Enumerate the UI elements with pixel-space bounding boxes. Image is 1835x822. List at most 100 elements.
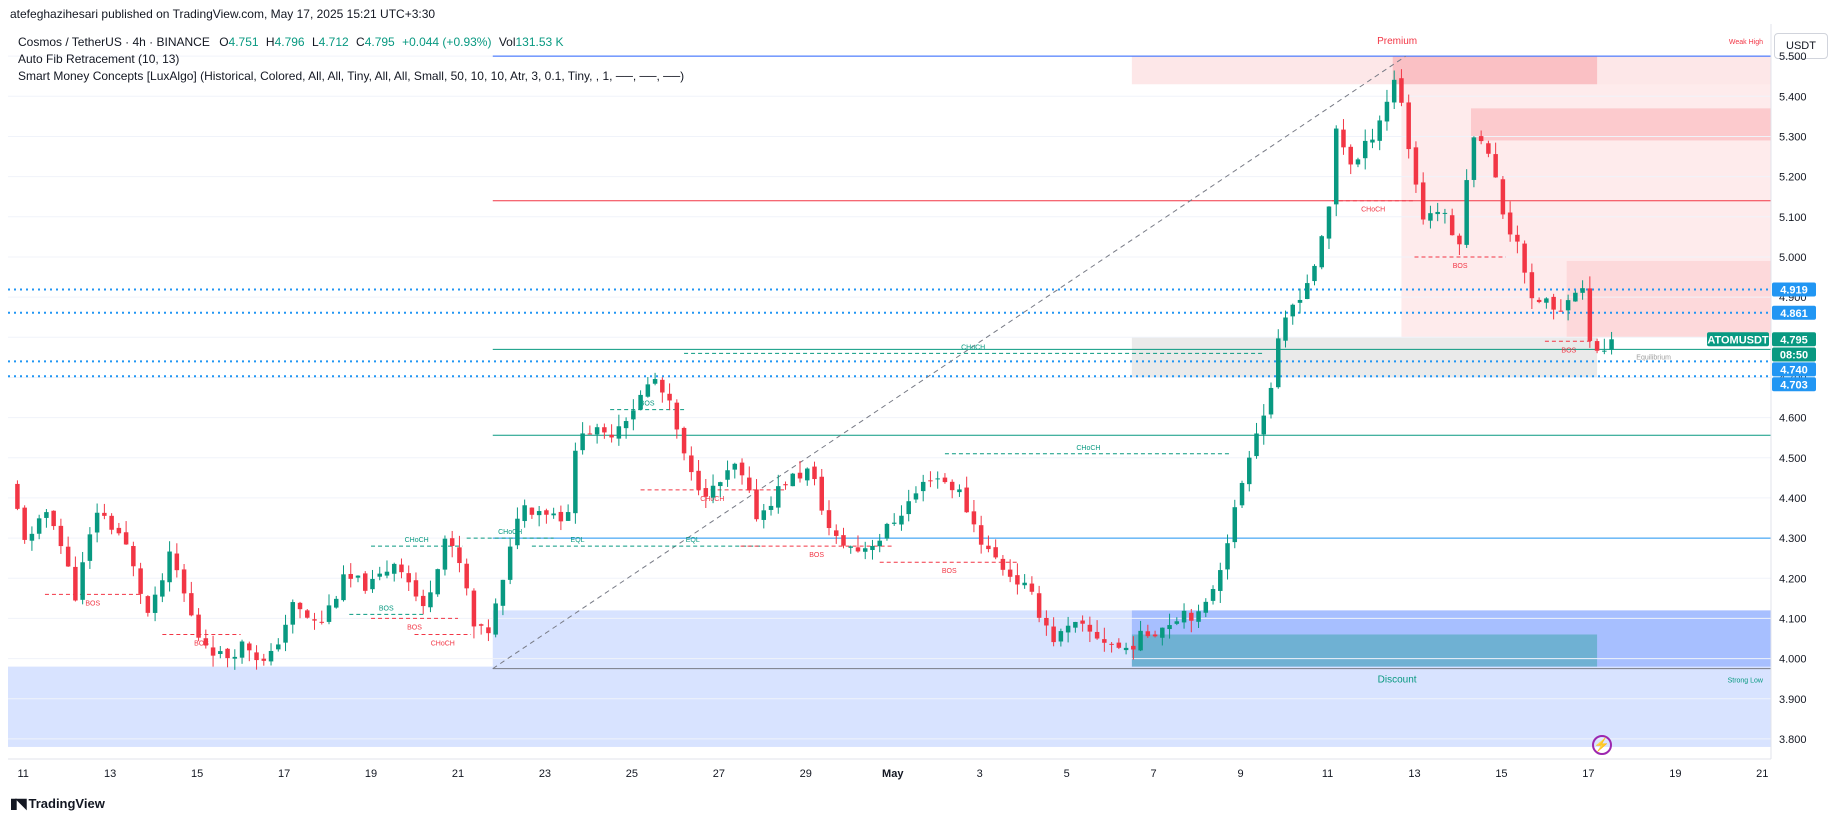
price-label-bg-6 xyxy=(1772,377,1816,392)
candle-184 xyxy=(1348,144,1353,175)
candle-body-24 xyxy=(189,593,194,616)
candle-160 xyxy=(1174,617,1180,626)
indicator-fib[interactable]: Auto Fib Retracement (10, 13) xyxy=(18,52,180,66)
candle-body-36 xyxy=(276,644,281,650)
candle-body-213 xyxy=(1558,310,1564,312)
candle-206 xyxy=(1507,201,1513,242)
candle-body-131 xyxy=(964,487,969,513)
candle-135 xyxy=(993,539,998,560)
candle-body-218 xyxy=(1594,341,1600,351)
candle-139 xyxy=(1022,574,1027,589)
time-tick-20: 21 xyxy=(1756,768,1768,780)
candle-body-206 xyxy=(1507,212,1513,235)
candle-7 xyxy=(65,536,71,567)
candle-134 xyxy=(986,535,991,553)
candle-18 xyxy=(145,595,151,617)
candle-196 xyxy=(1435,202,1440,222)
candle-body-77 xyxy=(573,450,578,514)
candle-body-67 xyxy=(500,579,506,606)
candle-body-28 xyxy=(218,651,223,654)
candle-body-164 xyxy=(1203,601,1209,613)
candles-layer xyxy=(15,69,1614,670)
candle-body-181 xyxy=(1326,206,1332,239)
fib-trend-line xyxy=(492,55,1407,670)
time-tick-2: 15 xyxy=(191,768,203,780)
candle-body-53 xyxy=(399,564,404,573)
candle-body-155 xyxy=(1138,630,1143,651)
candle-31 xyxy=(239,639,245,664)
candle-body-169 xyxy=(1239,482,1245,506)
candle-body-75 xyxy=(558,511,564,522)
currency-unit-button[interactable]: USDT xyxy=(1774,33,1828,59)
candle-body-82 xyxy=(609,434,614,438)
candle-88 xyxy=(652,372,658,386)
time-axis[interactable]: 11 13 15 17 19 21 23 25 27 29 May 3 5 7 9 11 13 15 17 19 21 xyxy=(8,758,1771,780)
candle-body-142 xyxy=(1044,617,1049,626)
candle-208 xyxy=(1522,240,1527,284)
candle-body-128 xyxy=(942,477,948,483)
close-label: C xyxy=(356,35,365,49)
candle-body-93 xyxy=(689,455,694,473)
candle-26 xyxy=(203,629,209,649)
plot-area[interactable] xyxy=(8,24,1771,759)
candle-body-114 xyxy=(841,535,846,546)
candle-187 xyxy=(1370,128,1375,149)
candle-body-116 xyxy=(855,547,861,552)
price-tick-8: 4.600 xyxy=(1779,413,1807,425)
candle-13 xyxy=(109,513,114,535)
candle-body-205 xyxy=(1500,179,1506,215)
structure-label-4: CHoCH xyxy=(405,537,429,544)
candle-113 xyxy=(833,524,839,544)
candle-body-129 xyxy=(949,481,955,491)
candle-177 xyxy=(1297,288,1303,314)
time-tick-18: 17 xyxy=(1582,768,1594,780)
candle-69 xyxy=(515,507,520,550)
candle-167 xyxy=(1225,534,1230,580)
indicator-smc[interactable]: Smart Money Concepts [LuxAlgo] (Historic… xyxy=(18,69,685,83)
candle-100 xyxy=(739,458,745,485)
candle-53 xyxy=(399,558,404,579)
lightning-bolt-icon[interactable]: ⚡ xyxy=(1592,735,1612,755)
equilibrium-zone xyxy=(1131,337,1598,378)
candle-111 xyxy=(819,468,824,515)
candle-body-208 xyxy=(1522,243,1527,273)
candle-body-151 xyxy=(1109,643,1114,645)
candle-189 xyxy=(1384,89,1390,131)
price-label-text-0: 4.919 xyxy=(1780,284,1808,296)
price-axis[interactable]: 3.800 3.900 4.000 4.100 4.200 4.300 4.400 4.500… xyxy=(1770,24,1807,759)
candle-41 xyxy=(312,612,317,630)
candle-body-191 xyxy=(1399,78,1404,103)
price-label-bg-2 xyxy=(1707,332,1769,347)
structure-label-13: CHoCH xyxy=(1076,445,1100,452)
tradingview-logo[interactable]: ▮◥ TradingView xyxy=(10,795,105,812)
publisher-credit: atefeghazihesari published on TradingVie… xyxy=(10,7,436,21)
candle-body-45 xyxy=(341,574,346,601)
candle-body-72 xyxy=(536,511,542,516)
candle-55 xyxy=(413,572,419,602)
candle-123 xyxy=(906,489,911,522)
candle-body-150 xyxy=(1102,639,1107,643)
candle-body-177 xyxy=(1297,299,1303,303)
candle-127 xyxy=(935,471,940,489)
close-value: 4.795 xyxy=(364,35,395,49)
time-tick-3: 17 xyxy=(278,768,290,780)
high-label: H xyxy=(265,35,275,49)
candle-64 xyxy=(478,623,484,635)
symbol-title[interactable]: Cosmos / TetherUS · 4h · BINANCE xyxy=(18,35,210,49)
candle-body-147 xyxy=(1080,620,1085,624)
candle-body-171 xyxy=(1254,433,1259,457)
time-tick-1: 13 xyxy=(104,768,116,780)
candle-body-19 xyxy=(152,594,158,613)
candle-212 xyxy=(1551,293,1556,320)
candle-201 xyxy=(1471,136,1477,188)
candle-body-74 xyxy=(551,513,556,516)
candle-90 xyxy=(667,383,672,411)
candle-body-110 xyxy=(812,466,817,480)
candle-38 xyxy=(290,599,296,634)
candle-body-184 xyxy=(1348,146,1353,165)
candle-body-56 xyxy=(420,595,426,607)
candle-174 xyxy=(1276,329,1281,389)
price-label-text-6: 4.703 xyxy=(1780,379,1808,391)
candle-117 xyxy=(862,541,868,560)
